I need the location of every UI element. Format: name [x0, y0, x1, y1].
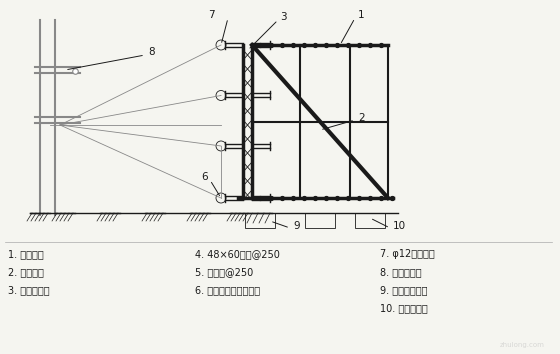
Text: 9: 9 [293, 221, 300, 231]
Text: 5. 脚手管@250: 5. 脚手管@250 [195, 267, 253, 277]
Text: 10. 混凝土管桅: 10. 混凝土管桅 [380, 303, 428, 313]
Text: 2. 锤筋支架: 2. 锤筋支架 [8, 267, 44, 277]
Text: zhulong.com: zhulong.com [500, 342, 545, 348]
Text: 7. φ12对拉螺栋: 7. φ12对拉螺栋 [380, 249, 435, 259]
Bar [245, 213, 275, 228]
Text: 7: 7 [208, 10, 215, 20]
Text: 6: 6 [202, 172, 208, 182]
Text: 4. 48×60木方@250: 4. 48×60木方@250 [195, 249, 280, 259]
Bar [355, 213, 385, 228]
Text: 2: 2 [358, 113, 365, 123]
Text: 3. 双面覆膜板: 3. 双面覆膜板 [8, 285, 50, 295]
Bar [305, 213, 335, 228]
Text: 6. 脚手管（横向围檀）: 6. 脚手管（横向围檀） [195, 285, 260, 295]
Text: 8. 脚手管支撑: 8. 脚手管支撑 [380, 267, 422, 277]
Text: 1. 受力锤筋: 1. 受力锤筋 [8, 249, 44, 259]
Text: 10: 10 [393, 221, 406, 231]
Text: 8: 8 [148, 47, 155, 57]
Text: 3: 3 [280, 12, 287, 22]
Text: 9. 混凝土垫层面: 9. 混凝土垫层面 [380, 285, 427, 295]
Text: 1: 1 [358, 10, 365, 20]
